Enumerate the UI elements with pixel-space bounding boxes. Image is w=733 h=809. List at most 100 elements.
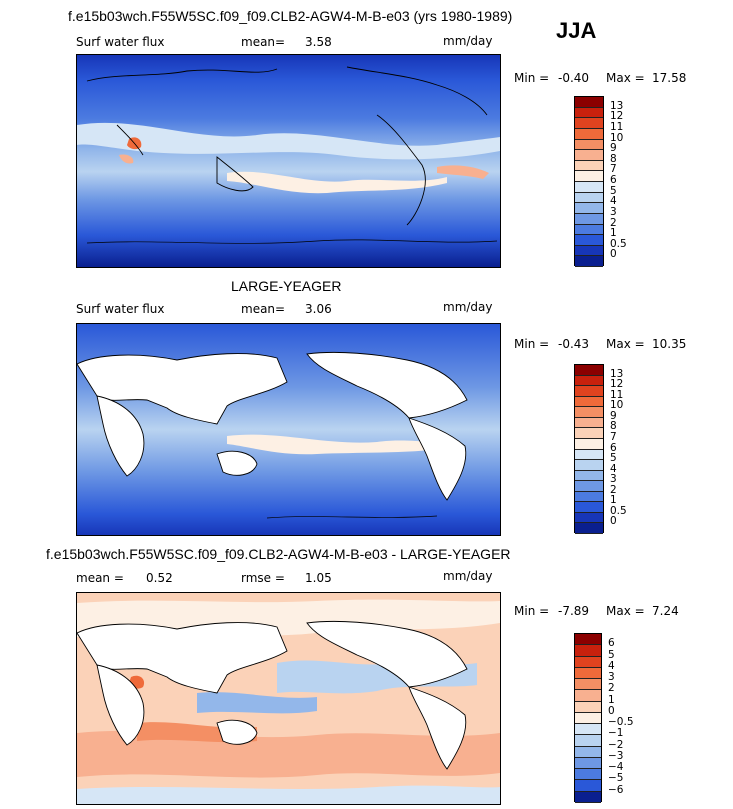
colorbar-tick-label: −0.5 (608, 716, 634, 729)
colorbar-swatch (575, 203, 603, 214)
colorbar-swatch (575, 656, 601, 668)
colorbar-swatch (575, 171, 603, 182)
colorbar-swatch (575, 645, 601, 657)
colorbar-tick-label: 10 (610, 131, 624, 144)
panel2-map-svg (77, 324, 500, 535)
colorbar-swatch (575, 256, 603, 267)
colorbar-tick-label: 2 (610, 216, 617, 229)
colorbar-swatch (575, 438, 603, 450)
colorbar-swatch (575, 460, 603, 471)
colorbar-swatch (575, 245, 603, 257)
colorbar-tick-label: 6 (610, 441, 617, 454)
colorbar-tick-label: 3 (610, 205, 617, 218)
colorbar-swatch (575, 712, 601, 725)
colorbar-swatch (575, 757, 601, 770)
panel2-min-value: -0.43 (558, 337, 590, 351)
panel3-map-svg (77, 593, 500, 804)
panel1-units: mm/day (443, 34, 493, 48)
colorbar-tick-label: 0 (610, 515, 617, 528)
colorbar-tick-label: 8 (610, 152, 617, 165)
colorbar-swatch (575, 667, 601, 680)
colorbar-swatch (575, 724, 601, 736)
colorbar-swatch (575, 192, 603, 204)
panel3-map (76, 592, 501, 805)
colorbar-tick-label: 1 (610, 227, 617, 240)
colorbar-tick-label: −1 (608, 727, 624, 740)
panel1-mean-label: mean= (241, 35, 286, 49)
colorbar-tick-label: 9 (610, 409, 617, 422)
colorbar-tick-label: 11 (610, 120, 624, 133)
colorbar-swatch (575, 491, 603, 503)
colorbar-tick-label: −2 (608, 738, 624, 751)
colorbar-tick-label: −5 (608, 772, 624, 785)
colorbar-tick-label: 1 (610, 494, 617, 507)
colorbar-tick-label: 10 (610, 399, 624, 412)
panel2-max-label: Max = (606, 337, 645, 351)
panel3-mean-value: 0.52 (146, 571, 173, 585)
season-label: JJA (556, 18, 597, 43)
colorbar-tick-label: 5 (610, 184, 617, 197)
colorbar-swatch (575, 375, 603, 387)
panel2-header: LARGE-YEAGER (231, 278, 342, 294)
colorbar-tick-label: −3 (608, 749, 624, 762)
colorbar-tick-label: 3 (610, 473, 617, 486)
colorbar-swatch (575, 512, 603, 524)
colorbar-swatch (575, 735, 601, 747)
panel2-min-label: Min = (514, 337, 550, 351)
panel3-mean-label: mean = (76, 571, 124, 585)
colorbar-swatch (575, 449, 603, 461)
panel3-max-label: Max = (606, 604, 645, 618)
colorbar-swatch (575, 502, 603, 513)
colorbar-tick-label: 0.5 (610, 504, 627, 517)
colorbar-tick-label: 12 (610, 378, 624, 391)
colorbar-tick-label: 2 (608, 682, 615, 695)
colorbar-tick-label: 8 (610, 420, 617, 433)
panel2-field-label: Surf water flux (76, 302, 165, 316)
colorbar-swatch (575, 235, 603, 246)
colorbar-swatch (575, 150, 603, 161)
colorbar-tick-label: 7 (610, 430, 617, 443)
colorbar-swatch (575, 396, 603, 408)
colorbar-swatch (575, 139, 603, 151)
panel1-mean-value: 3.58 (305, 35, 332, 49)
panel1-colorbar (574, 96, 604, 267)
colorbar-tick-label: −6 (608, 783, 624, 796)
colorbar-tick-label: 7 (610, 163, 617, 176)
panel1-map (76, 54, 501, 268)
colorbar-tick-label: 1 (608, 693, 615, 706)
colorbar-swatch (575, 407, 603, 418)
colorbar-tick-label: 9 (610, 142, 617, 155)
panel2-map (76, 323, 501, 536)
panel3-header: f.e15b03wch.F55W5SC.f09_f09.CLB2-AGW4-M-… (46, 546, 511, 562)
panel2-colorbar (574, 364, 604, 534)
panel1-header: f.e15b03wch.F55W5SC.f09_f09.CLB2-AGW4-M-… (68, 8, 513, 24)
panel2-mean-value: 3.06 (305, 302, 332, 316)
colorbar-swatch (575, 386, 603, 397)
panel3-min-label: Min = (514, 604, 550, 618)
colorbar-tick-label: 12 (610, 110, 624, 123)
colorbar-tick-label: −4 (608, 761, 624, 774)
colorbar-swatch (575, 634, 601, 646)
colorbar-swatch (575, 679, 601, 691)
panel3-rmse-label: rmse = (241, 571, 285, 585)
colorbar-swatch (575, 523, 603, 534)
colorbar-swatch (575, 701, 601, 713)
colorbar-swatch (575, 160, 603, 172)
colorbar-tick-label: 4 (608, 659, 615, 672)
colorbar-tick-label: 5 (608, 648, 615, 661)
colorbar-swatch (575, 128, 603, 140)
colorbar-tick-label: 11 (610, 388, 624, 401)
colorbar-tick-label: 2 (610, 483, 617, 496)
colorbar-swatch (575, 417, 603, 429)
panel2-units: mm/day (443, 300, 493, 314)
panel2-max-value: 10.35 (652, 337, 687, 351)
colorbar-tick-label: 0 (610, 248, 617, 261)
colorbar-tick-label: 6 (608, 637, 615, 650)
colorbar-tick-label: 13 (610, 367, 624, 380)
colorbar-tick-label: 0 (608, 704, 615, 717)
panel1-min-label: Min = (514, 71, 550, 85)
colorbar-tick-label: 0.5 (610, 237, 627, 250)
colorbar-swatch (575, 746, 601, 758)
panel3-units: mm/day (443, 569, 493, 583)
colorbar-swatch (575, 365, 603, 376)
